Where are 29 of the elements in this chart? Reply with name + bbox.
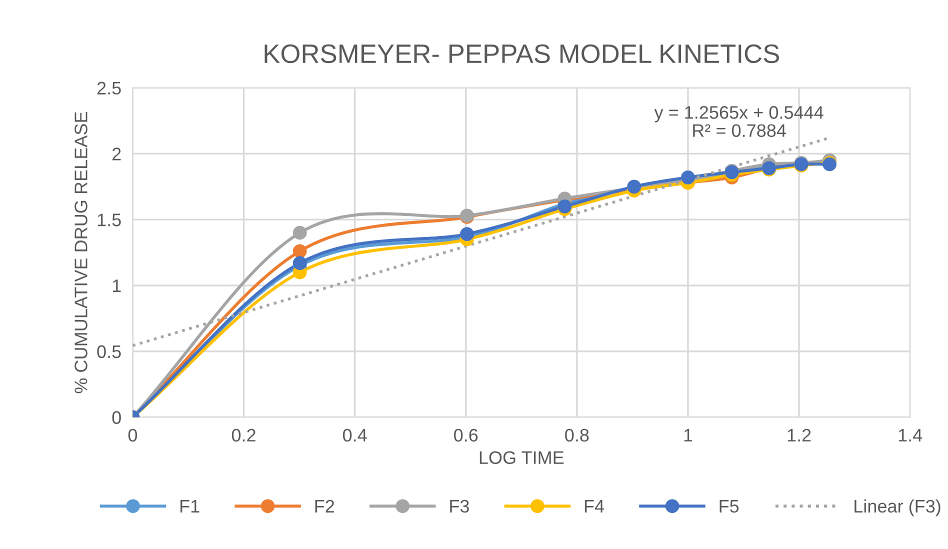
legend-label: F1 — [180, 500, 200, 512]
legend-label: F4 — [584, 500, 604, 512]
y-tick-label: 1.5 — [98, 214, 121, 226]
point — [292, 244, 307, 258]
y-tick-label: 0 — [112, 411, 121, 424]
y-axis-title: % CUMULATIVE DRUG RELEASE — [74, 112, 88, 394]
y-tick-label: 0.5 — [97, 345, 121, 358]
y-tick-label: 1 — [112, 280, 121, 292]
legend-label: F2 — [315, 500, 334, 512]
point — [292, 256, 307, 270]
x-tick-label: 1.2 — [788, 428, 811, 442]
x-tick-label: 0.2 — [232, 428, 256, 442]
chart-title: KORSMEYER- PEPPAS MODEL KINETICS — [264, 44, 779, 64]
x-tick-label: 0 — [128, 428, 138, 442]
y-tick-label: 2.5 — [97, 82, 121, 95]
x-axis-title: LOG TIME — [480, 451, 564, 464]
x-tick-label: 0.8 — [565, 428, 589, 442]
x-tick-label: 0.4 — [342, 428, 367, 442]
point — [292, 226, 307, 240]
x-tick-label: 1 — [684, 429, 692, 442]
x-tick-label: 0.6 — [454, 428, 478, 442]
legend-label: F5 — [720, 500, 739, 513]
x-tick-label: 1.4 — [898, 429, 922, 442]
annotation: y = 1.2565x + 0.5444 R² = 0.7884 — [654, 106, 824, 137]
legend-label: Linear (F3) — [854, 499, 940, 516]
legend-label: F3 — [450, 500, 469, 513]
y-tick-label: 2 — [112, 148, 121, 160]
point — [460, 227, 474, 242]
point — [558, 199, 572, 214]
